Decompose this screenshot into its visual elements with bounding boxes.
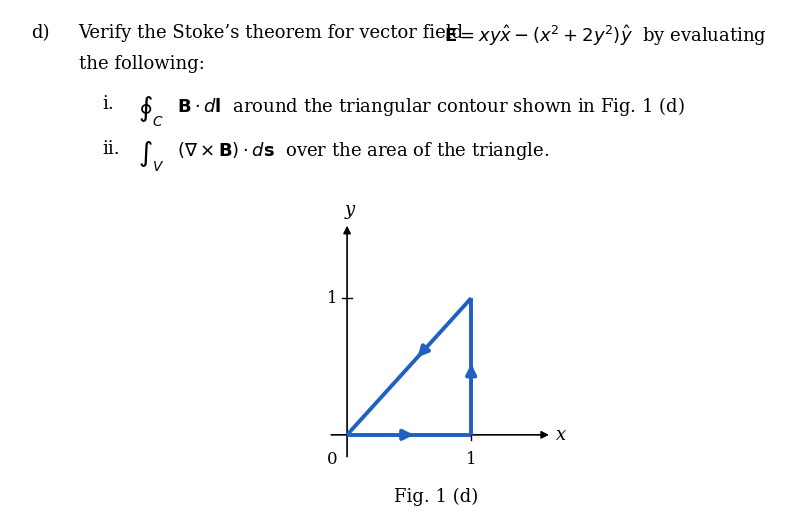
Text: i.: i. <box>102 95 114 113</box>
Text: $(\nabla \times \mathbf{B}) \cdot d\mathbf{s}$  over the area of the triangle.: $(\nabla \times \mathbf{B}) \cdot d\math… <box>177 140 549 162</box>
Text: $\oint_C$: $\oint_C$ <box>138 95 163 129</box>
Text: 0: 0 <box>326 451 337 469</box>
Text: ii.: ii. <box>102 140 119 158</box>
Text: d): d) <box>31 24 50 42</box>
Text: the following:: the following: <box>79 55 204 73</box>
Text: 1: 1 <box>326 290 337 307</box>
Text: $\int_V$: $\int_V$ <box>138 140 163 174</box>
Text: y: y <box>344 201 354 219</box>
Text: Fig. 1 (d): Fig. 1 (d) <box>394 487 479 506</box>
Text: $\mathbf{B} \cdot d\mathbf{l}$  around the triangular contour shown in Fig. 1 (d: $\mathbf{B} \cdot d\mathbf{l}$ around th… <box>177 95 685 118</box>
Text: 1: 1 <box>466 451 476 469</box>
Text: x: x <box>556 426 566 444</box>
Text: Verify the Stoke’s theorem for vector field: Verify the Stoke’s theorem for vector fi… <box>79 24 469 42</box>
Text: $\mathbf{E} = xy\hat{x} - (x^2 + 2y^2)\hat{y}$  by evaluating: $\mathbf{E} = xy\hat{x} - (x^2 + 2y^2)\h… <box>444 24 767 48</box>
